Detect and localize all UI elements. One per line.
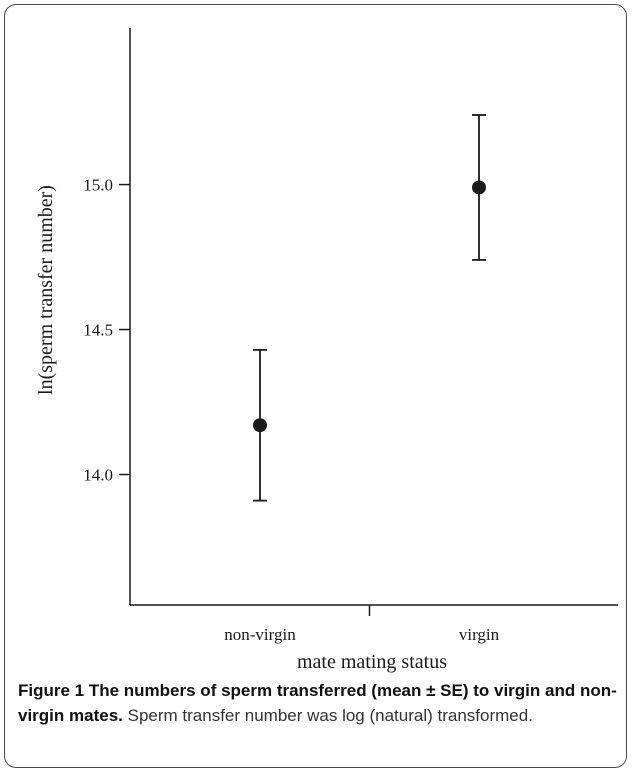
caption-text: Sperm transfer number was log (natural) … (127, 706, 533, 725)
axes (129, 28, 618, 616)
y-axis-title: ln(sperm transfer number) (35, 185, 57, 395)
x-category-label: virgin (459, 625, 500, 644)
y-tick-label: 14.0 (83, 466, 113, 485)
mean-point (472, 180, 486, 195)
data-marks (253, 114, 486, 502)
y-tick-label: 14.5 (83, 321, 113, 340)
x-axis-title: mate mating status (297, 651, 447, 673)
figure-frame (4, 4, 627, 768)
caption-title: Figure 1 The numbers of sperm transferre… (18, 681, 617, 725)
x-category-label: non-virgin (224, 625, 296, 644)
y-ticks: 14.0 14.5 15.0 (83, 176, 130, 485)
mean-point (253, 418, 267, 433)
y-tick-label: 15.0 (83, 176, 113, 195)
figure-caption: Figure 1 The numbers of sperm transferre… (18, 678, 618, 728)
x-categories: non-virgin virgin (224, 625, 499, 644)
